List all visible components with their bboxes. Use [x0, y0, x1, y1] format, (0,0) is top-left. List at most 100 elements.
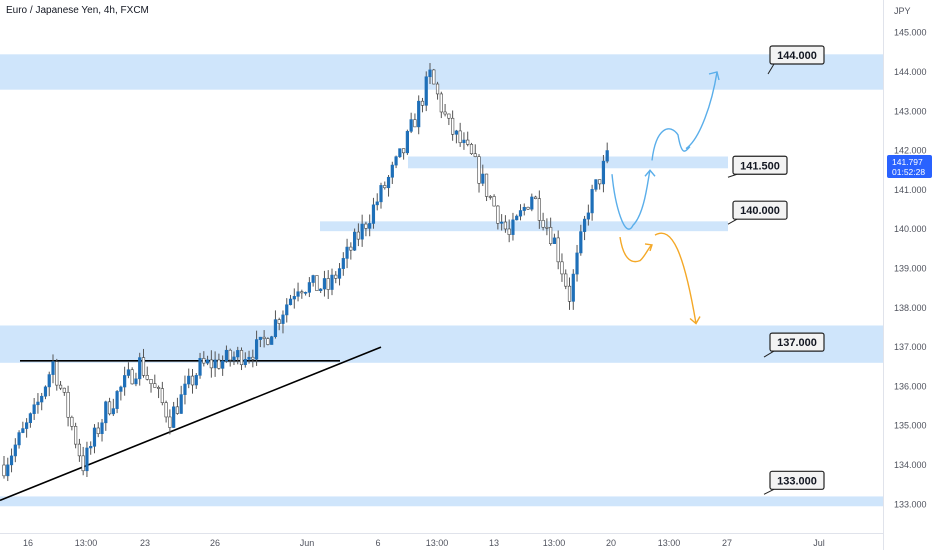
symbol-title: Euro / Japanese Yen, 4h, FXCM — [6, 5, 149, 16]
price-axis-ticks[interactable]: 145.000 144.000 143.000 142.000 141.000 140.0… — [894, 28, 927, 510]
candle — [526, 206, 530, 210]
candle-body — [469, 144, 474, 155]
candle-body — [273, 319, 278, 338]
callout-leader — [763, 350, 775, 358]
candle-body — [126, 369, 131, 376]
candle — [443, 103, 447, 117]
candle-body — [213, 359, 217, 369]
candle-body — [598, 179, 602, 185]
candle — [409, 112, 413, 134]
time-tick-label: 20 — [606, 538, 616, 548]
candle-body — [462, 139, 466, 144]
callout-box — [732, 155, 788, 175]
candle-body — [307, 282, 311, 293]
candle — [288, 294, 293, 306]
bullish-projection-path[interactable] — [611, 71, 718, 230]
candle-body — [315, 275, 319, 291]
candle — [134, 372, 138, 387]
candle — [364, 221, 368, 237]
time-axis-ticks[interactable]: 16 13:00 23 26 Jun 6 13:00 13 13:00 20 13:00 27 Jul — [23, 538, 825, 548]
candle — [413, 113, 417, 128]
candle — [258, 336, 262, 348]
zone-1[interactable] — [0, 54, 884, 90]
rising-trendline[interactable] — [0, 346, 382, 502]
candle — [394, 155, 398, 169]
candle-body — [473, 153, 477, 157]
candle — [322, 270, 327, 297]
candle — [326, 270, 330, 299]
candle-body — [202, 358, 206, 364]
level-callout[interactable]: 141.500 — [727, 155, 788, 178]
candle-body — [70, 416, 74, 427]
last-price-tag[interactable]: 141.797 01:52:28 — [887, 155, 932, 178]
candle-body — [432, 69, 436, 85]
candle-body — [100, 422, 104, 434]
zone-5[interactable] — [0, 496, 884, 507]
candle — [560, 253, 564, 282]
price-tick-label: 144.000 — [894, 67, 927, 77]
candle — [168, 409, 172, 435]
level-callout[interactable]: 133.000 — [763, 470, 825, 495]
candle — [9, 448, 14, 473]
candle — [194, 373, 198, 389]
candle-body — [345, 246, 349, 259]
level-callout[interactable]: 144.000 — [767, 45, 825, 75]
candle — [492, 194, 496, 207]
bearish-arrow-head — [689, 316, 701, 325]
bearish-projection-path[interactable] — [619, 232, 697, 324]
zone-3[interactable] — [320, 221, 728, 232]
time-tick-label: 13 — [489, 538, 499, 548]
candle — [107, 397, 112, 416]
candle-body — [405, 131, 409, 154]
candle-body — [85, 447, 89, 472]
candle-body — [567, 285, 572, 302]
candle-body — [130, 369, 134, 385]
zones-layer — [0, 54, 884, 507]
level-callout[interactable]: 137.000 — [763, 332, 825, 358]
candle — [43, 385, 48, 400]
candle — [598, 179, 602, 190]
candle — [522, 203, 526, 216]
currency-label: JPY — [894, 6, 911, 16]
candle-body — [484, 173, 489, 197]
candle-body — [119, 386, 123, 392]
callout-box — [769, 332, 825, 352]
candle — [228, 348, 232, 367]
candle — [51, 354, 55, 384]
price-tick-label: 133.000 — [894, 499, 927, 509]
candle — [40, 392, 44, 411]
candle-body — [74, 426, 78, 445]
candle — [405, 129, 409, 155]
candle-body — [281, 314, 285, 324]
candle-body — [556, 237, 560, 263]
candle-body — [590, 189, 594, 214]
candle — [119, 385, 123, 401]
candle — [175, 397, 180, 415]
candle-body — [341, 258, 345, 269]
candle-body — [168, 416, 172, 428]
level-callout[interactable]: 140.000 — [727, 200, 788, 225]
candle-body — [160, 388, 164, 403]
candle — [172, 401, 176, 428]
candle-body — [36, 401, 40, 406]
candle-body — [439, 93, 443, 113]
level-label: 141.500 — [740, 160, 780, 172]
candle — [541, 212, 545, 231]
candle-body — [481, 173, 485, 184]
price-tick-label: 145.000 — [894, 28, 927, 38]
candle — [432, 68, 436, 85]
candle-body — [492, 196, 496, 207]
candle — [533, 195, 538, 200]
candle-body — [326, 278, 330, 290]
candle — [368, 214, 372, 237]
candle-body — [386, 176, 391, 189]
zone-2[interactable] — [408, 156, 728, 169]
candle — [500, 214, 504, 231]
candle — [224, 345, 229, 363]
candle-body — [92, 427, 97, 447]
candle-body — [285, 304, 289, 316]
price-tick-label: 142.000 — [894, 146, 927, 156]
zone-4[interactable] — [0, 325, 884, 363]
